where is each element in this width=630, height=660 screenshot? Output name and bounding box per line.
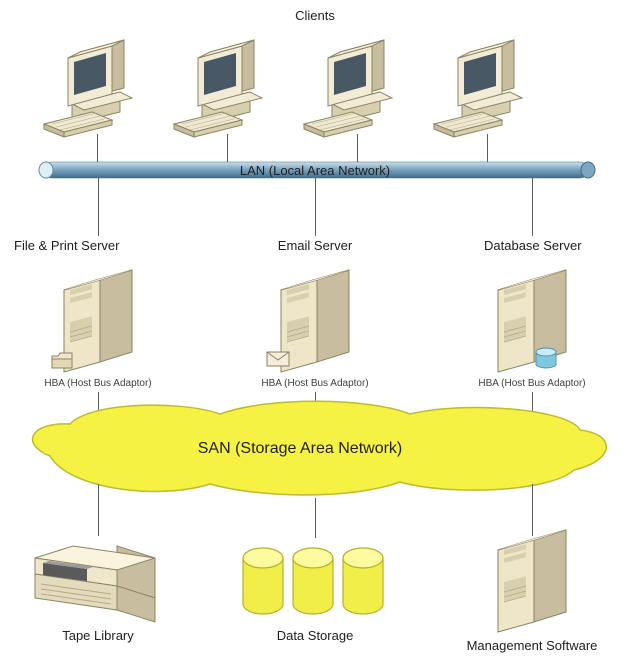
file-print-server <box>48 260 148 370</box>
tape-library-label: Tape Library <box>62 628 134 643</box>
connector <box>487 134 488 162</box>
workstation-icon <box>42 34 152 139</box>
tape-library-icon <box>25 536 175 631</box>
client-1 <box>42 34 152 134</box>
hba-label-3: HBA (Host Bus Adaptor) <box>478 378 585 389</box>
connector <box>315 178 316 236</box>
hba-label-1: HBA (Host Bus Adaptor) <box>44 378 151 389</box>
connector <box>98 178 99 236</box>
connector <box>315 498 316 538</box>
connector <box>532 178 533 236</box>
client-2 <box>172 34 282 134</box>
server-icon <box>265 260 365 380</box>
data-storage-label: Data Storage <box>277 628 354 643</box>
workstation-icon <box>302 34 412 139</box>
server-icon <box>482 520 582 640</box>
workstation-icon <box>172 34 282 139</box>
email-server <box>265 260 365 370</box>
connector <box>97 134 98 162</box>
management-software-label: Management Software <box>467 638 598 653</box>
san-label: SAN (Storage Area Network) <box>198 440 403 458</box>
data-storage-icon <box>238 540 398 630</box>
data-storage <box>238 540 388 630</box>
client-3 <box>302 34 412 134</box>
client-4 <box>432 34 542 134</box>
server-icon <box>48 260 148 380</box>
hba-label-2: HBA (Host Bus Adaptor) <box>261 378 368 389</box>
management-software <box>482 520 582 640</box>
lan-label: LAN (Local Area Network) <box>240 163 390 178</box>
database-server-label: Database Server <box>484 238 582 253</box>
email-server-label: Email Server <box>278 238 352 253</box>
file-print-server-label: File & Print Server <box>14 238 119 253</box>
tape-library <box>25 536 175 626</box>
server-icon <box>482 260 582 380</box>
clients-title: Clients <box>295 8 335 23</box>
connector <box>357 134 358 162</box>
san-diagram: { "type": "network-diagram", "background… <box>0 0 630 660</box>
database-server <box>482 260 582 370</box>
workstation-icon <box>432 34 542 139</box>
connector <box>227 134 228 162</box>
connector <box>98 484 99 536</box>
